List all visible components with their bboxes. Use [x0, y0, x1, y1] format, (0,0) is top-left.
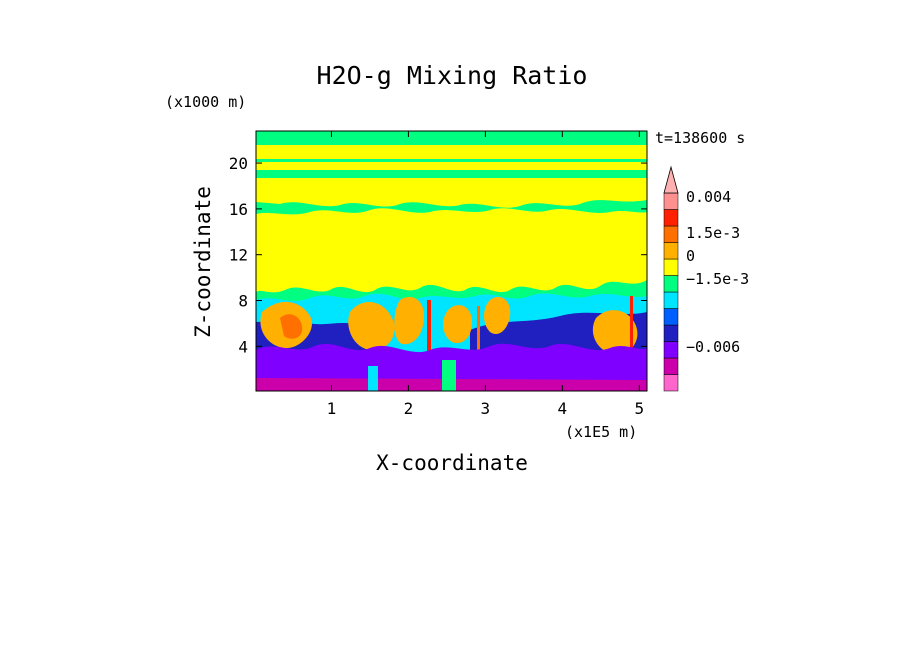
- timestamp: t=138600 s: [655, 129, 745, 147]
- x-axis-ticks: 1 2 3 4 5: [327, 131, 644, 418]
- colorbar-label: −1.5e-3: [686, 270, 749, 288]
- plot-area: [256, 131, 647, 391]
- y-axis-ticks: 4 8 12 16 20: [229, 154, 647, 356]
- colorbar-label: 0: [686, 247, 695, 265]
- y-tick-label: 8: [238, 292, 248, 311]
- y-tick-label: 20: [229, 154, 248, 173]
- colorbar: [663, 165, 679, 392]
- colorbar-swatch: [663, 258, 679, 276]
- colorbar-swatch: [663, 275, 679, 293]
- colorbar-swatch: [663, 209, 679, 227]
- x-tick-label: 2: [404, 399, 414, 418]
- y-scale-label: (x1000 m): [165, 93, 246, 111]
- x-tick-label: 4: [558, 399, 568, 418]
- colorbar-label: 1.5e-3: [686, 224, 740, 242]
- colorbar-swatch: [663, 374, 679, 392]
- y-axis-label: Z-coordinate: [191, 186, 215, 338]
- colorbar-swatch: [663, 308, 679, 326]
- colorbar-label: −0.006: [686, 338, 740, 356]
- colorbar-swatch: [663, 192, 679, 210]
- x-tick-label: 5: [634, 399, 644, 418]
- plot-frame: [255, 130, 648, 392]
- colorbar-swatch: [663, 324, 679, 342]
- colorbar-labels: 0.004 1.5e-3 0 −1.5e-3 −0.006: [686, 188, 749, 356]
- colorbar-arrow: [663, 165, 679, 194]
- y-tick-label: 16: [229, 200, 248, 219]
- y-tick-label: 4: [238, 337, 248, 356]
- colorbar-swatch: [663, 341, 679, 359]
- colorbar-swatch: [663, 357, 679, 375]
- y-tick-label: 12: [229, 246, 248, 265]
- colorbar-swatch: [663, 225, 679, 243]
- x-axis-label: X-coordinate: [376, 451, 528, 475]
- x-tick-label: 3: [481, 399, 491, 418]
- x-tick-label: 1: [327, 399, 337, 418]
- colorbar-swatch: [663, 291, 679, 309]
- colorbar-swatch: [663, 242, 679, 260]
- x-scale-label: (x1E5 m): [565, 423, 637, 441]
- chart-title: H2O-g Mixing Ratio: [317, 61, 588, 90]
- colorbar-label: 0.004: [686, 188, 731, 206]
